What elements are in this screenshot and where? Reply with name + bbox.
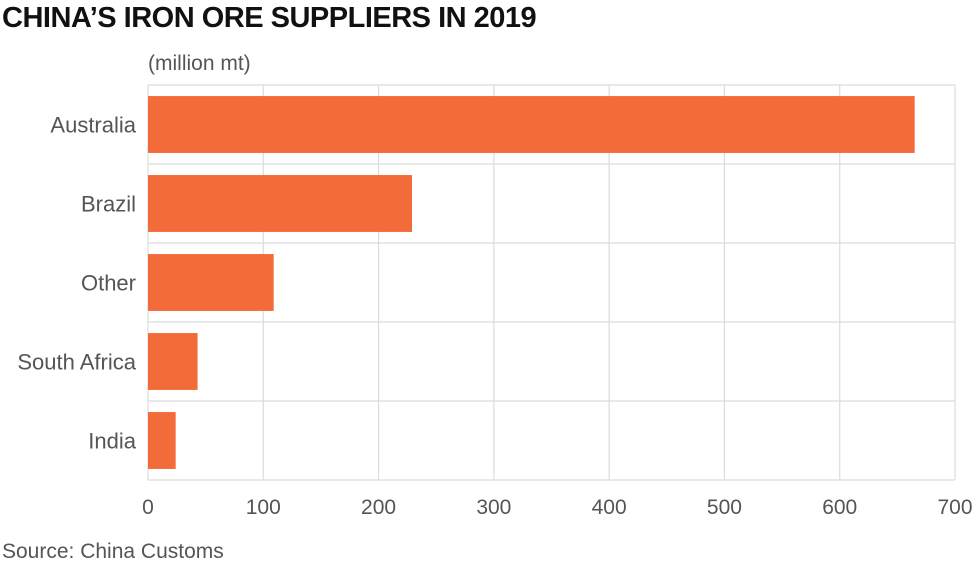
bar [148, 175, 413, 232]
unit-label: (million mt) [148, 52, 251, 75]
category-label: South Africa [17, 350, 136, 375]
bars [148, 96, 915, 469]
x-tick-label: 400 [592, 496, 627, 519]
source-note: Source: China Customs [2, 540, 224, 563]
x-tick-label: 700 [937, 496, 972, 519]
bar [148, 333, 198, 390]
x-tick-label: 300 [476, 496, 511, 519]
x-tick-labels: 0 100 200 300 400 500 600 700 [142, 496, 972, 519]
bar [148, 96, 915, 153]
x-tick-label: 600 [822, 496, 857, 519]
category-label: Other [81, 271, 136, 296]
category-label: India [88, 429, 136, 454]
x-tick-label: 100 [246, 496, 281, 519]
category-label: Brazil [81, 192, 136, 217]
x-tick-label: 500 [707, 496, 742, 519]
x-tick-label: 0 [142, 496, 154, 519]
chart-title: CHINA’S IRON ORE SUPPLIERS IN 2019 [2, 2, 537, 34]
bar [148, 412, 176, 469]
category-labels: Australia Brazil Other South Africa India [17, 113, 136, 454]
category-label: Australia [50, 113, 136, 138]
bar [148, 254, 274, 311]
x-tick-label: 200 [361, 496, 396, 519]
